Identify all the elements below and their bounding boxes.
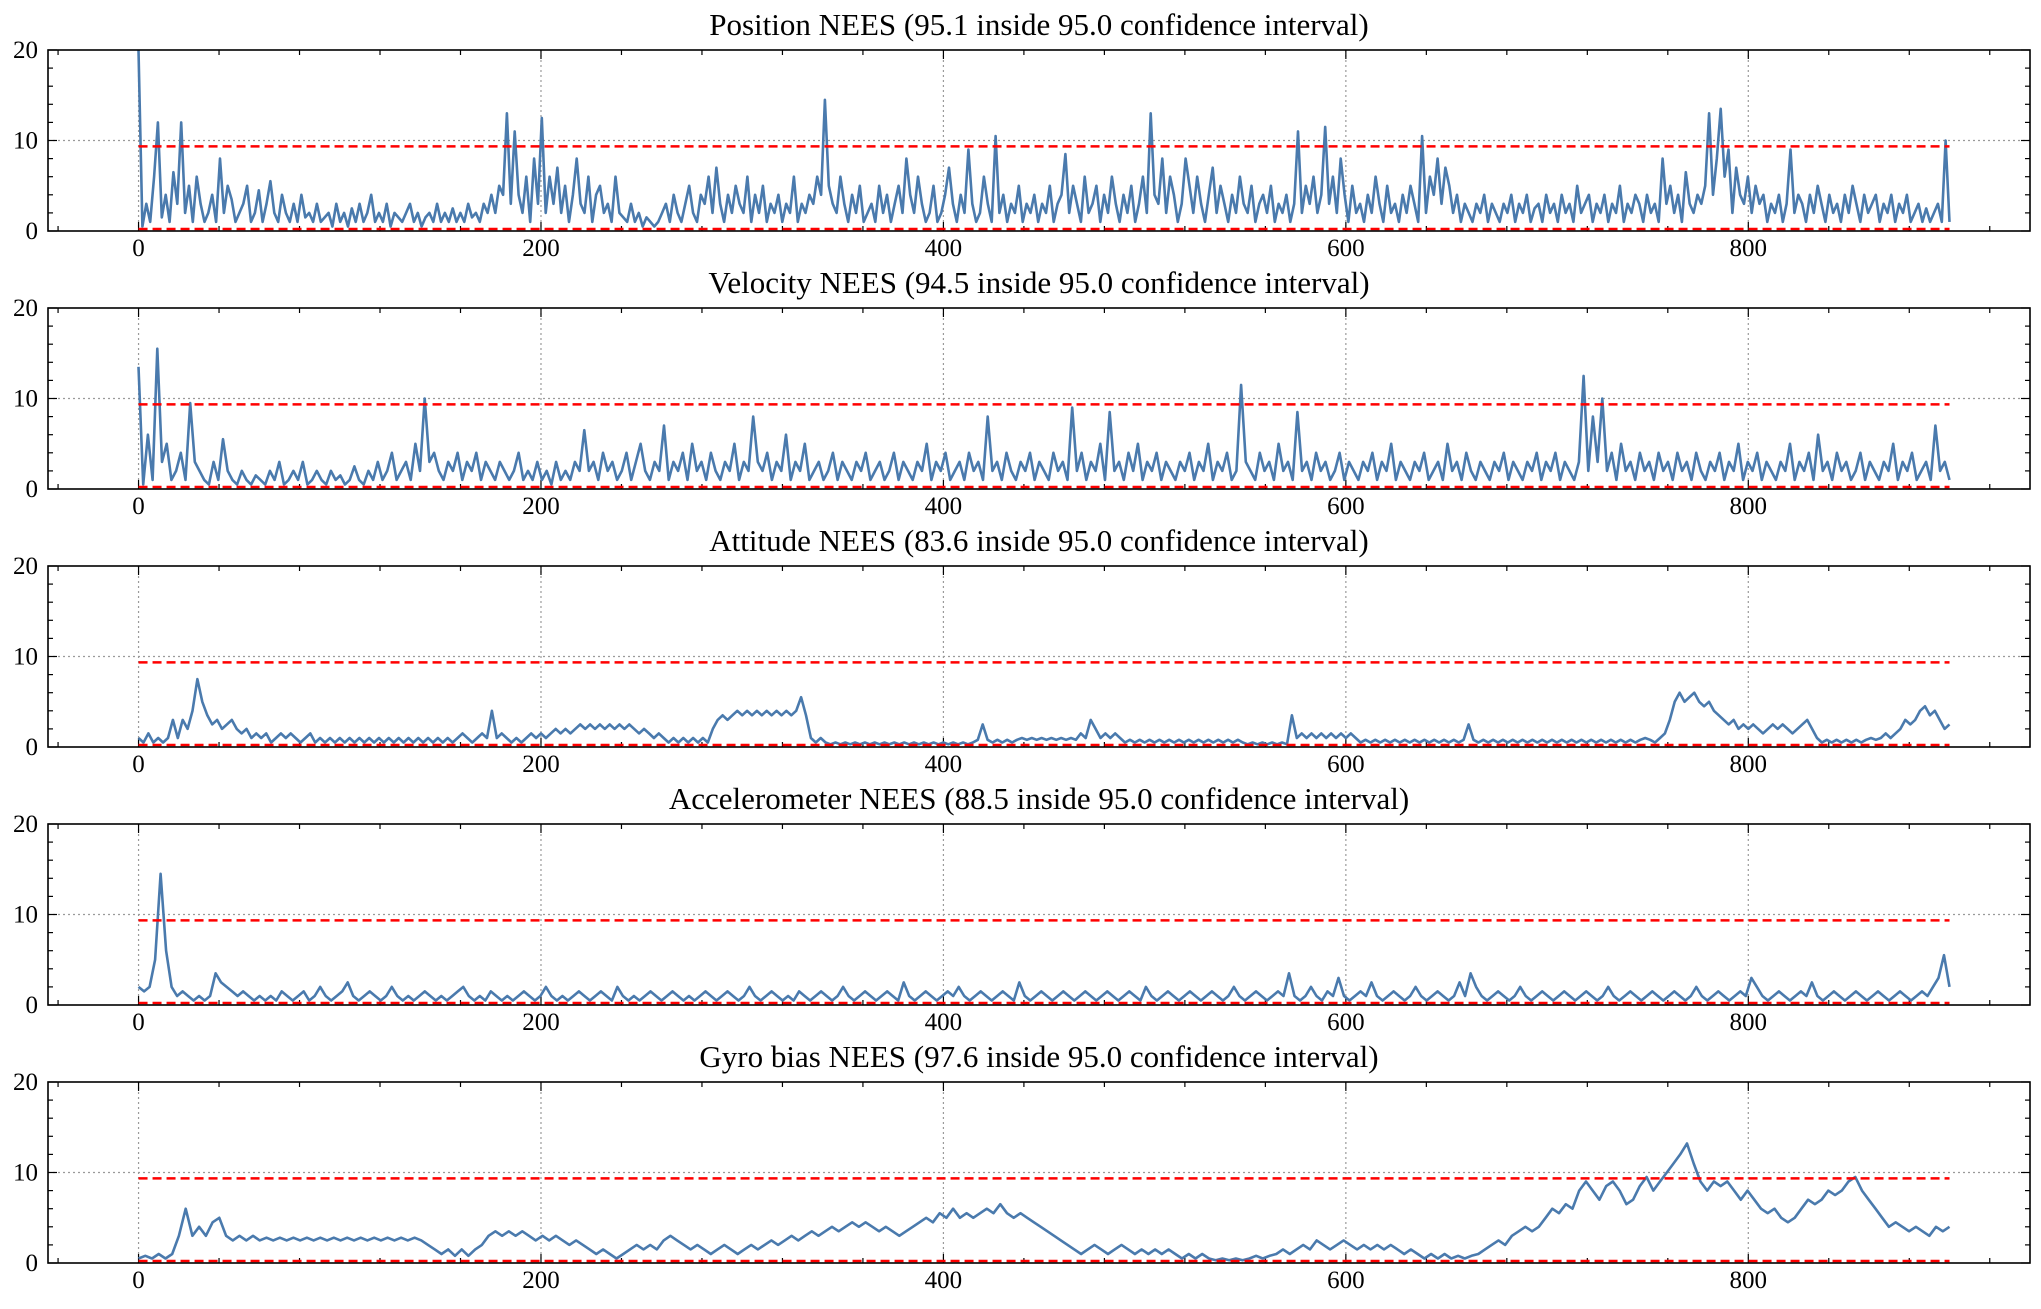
x-tick-label: 400 [925,1267,963,1294]
subplot-1: Position NEES (95.1 inside 95.0 confiden… [13,7,2031,262]
y-tick-label: 10 [13,1160,38,1187]
y-tick-label: 10 [13,386,38,413]
y-tick-label: 20 [13,1069,38,1096]
axes-frame [47,565,2031,748]
y-tick-label: 0 [26,476,39,503]
x-tick-label: 0 [132,235,145,262]
x-tick-label: 800 [1730,1267,1768,1294]
subplot-title: Gyro bias NEES (97.6 inside 95.0 confide… [699,1039,1378,1074]
y-tick-label: 20 [13,811,38,838]
subplot-title: Velocity NEES (94.5 inside 95.0 confiden… [708,265,1369,300]
y-tick-label: 0 [26,1250,39,1277]
x-tick-label: 0 [132,1009,145,1036]
nees-series-line [137,347,1951,486]
nees-series-line [137,677,1951,746]
x-tick-label: 400 [925,751,963,778]
y-tick-label: 10 [13,902,38,929]
x-tick-label: 0 [132,1267,145,1294]
axes-frame [47,307,2031,490]
x-tick-label: 600 [1327,1267,1365,1294]
x-tick-label: 0 [132,751,145,778]
x-tick-label: 200 [522,235,560,262]
axes-frame [47,823,2031,1006]
x-tick-label: 200 [522,1009,560,1036]
subplot-title: Attitude NEES (83.6 inside 95.0 confiden… [709,523,1368,558]
y-tick-label: 0 [26,992,39,1019]
x-tick-label: 800 [1730,1009,1768,1036]
x-tick-label: 400 [925,235,963,262]
x-tick-label: 600 [1327,751,1365,778]
subplot-title: Accelerometer NEES (88.5 inside 95.0 con… [669,781,1409,816]
x-tick-label: 400 [925,493,963,520]
subplot-title: Position NEES (95.1 inside 95.0 confiden… [709,7,1369,42]
y-tick-label: 20 [13,553,38,580]
subplot-4: Accelerometer NEES (88.5 inside 95.0 con… [13,781,2031,1036]
nees-series-line [137,49,1951,228]
y-tick-label: 20 [13,295,38,322]
x-tick-label: 800 [1730,235,1768,262]
x-tick-label: 800 [1730,751,1768,778]
nees-series-line [138,1142,1951,1262]
x-tick-label: 200 [522,751,560,778]
subplot-3: Attitude NEES (83.6 inside 95.0 confiden… [13,523,2031,778]
x-tick-label: 800 [1730,493,1768,520]
x-tick-label: 600 [1327,493,1365,520]
y-tick-label: 10 [13,128,38,155]
x-tick-label: 200 [522,493,560,520]
x-tick-label: 200 [522,1267,560,1294]
subplot-2: Velocity NEES (94.5 inside 95.0 confiden… [13,265,2031,520]
nees-series-line [137,872,1951,1002]
axes-frame [47,49,2031,232]
x-tick-label: 0 [132,493,145,520]
y-tick-label: 0 [26,734,39,761]
y-tick-label: 0 [26,218,39,245]
x-tick-label: 600 [1327,235,1365,262]
subplot-5: Gyro bias NEES (97.6 inside 95.0 confide… [13,1039,2031,1294]
y-tick-label: 20 [13,37,38,64]
axes-frame [47,1081,2031,1264]
y-tick-label: 10 [13,644,38,671]
x-tick-label: 400 [925,1009,963,1036]
x-tick-label: 600 [1327,1009,1365,1036]
